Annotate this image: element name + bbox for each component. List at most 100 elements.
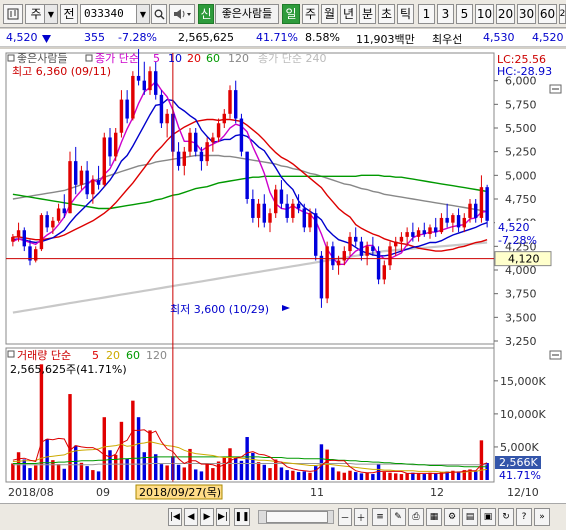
candle-body [239,118,244,152]
volume-bar [485,463,489,480]
new-badge[interactable]: 신 [198,4,214,24]
candle-body [314,213,318,256]
new-badge-label: 신 [200,7,212,21]
scroll-next-icon[interactable]: ▶ [200,508,214,526]
volume-bar [148,430,152,480]
candle-body [11,236,15,242]
candlestick-chart-icon[interactable] [3,4,23,24]
scope-button[interactable]: 전 [60,4,78,24]
ma60-line [12,174,488,210]
refresh-icon[interactable]: ↻ [498,508,514,526]
price-tick-label: 6,000 [505,75,537,88]
scroll-last-icon[interactable]: ▶| [216,508,230,526]
help-icon[interactable]: ? [516,508,532,526]
interval-30-button[interactable]: 30 [517,4,536,24]
x-label-dec: 12 [430,486,444,499]
scroll-thumb[interactable] [266,511,328,523]
period-second-button[interactable]: 초 [378,4,395,24]
candle-body [62,208,66,214]
legend-ma20: 20 [187,52,201,65]
interval-5-button[interactable]: 5 [456,4,473,24]
legend-label: 종가 단순 [95,52,139,65]
zoom-out-icon[interactable]: － [338,508,352,526]
period-tick-button[interactable]: 틱 [397,4,414,24]
price-panel-menu-icon[interactable] [7,54,15,62]
stock-name-display: 좋은사람들 [215,4,279,24]
speaker-icon[interactable] [169,4,195,24]
price-tick-label: 4,250 [505,240,537,253]
candle-body [411,232,415,237]
stock-code-input[interactable]: 033340 [80,4,138,24]
price-tick-label: 4,000 [505,264,537,277]
candle-body [376,251,381,280]
search-icon[interactable] [151,4,167,24]
period-minute-button[interactable]: 분 [359,4,376,24]
volume-bar [462,470,466,480]
draw-tool-icon[interactable]: ✎ [390,508,406,526]
trade-volume: 2,565,625 [178,31,234,44]
settings-icon[interactable]: ⚙ [444,508,460,526]
price-tick-label: 3,750 [505,288,537,301]
interval-20-button[interactable]: 20 [496,4,515,24]
pause-icon[interactable]: ❚❚ [234,508,250,526]
period-second-label: 초 [380,7,393,21]
volume-bar [45,439,49,480]
volume-bar [416,473,421,480]
period-tick-label: 틱 [399,7,412,21]
volume-bar [205,464,209,480]
volume-bar [291,470,295,480]
interval-20-label: 20 [497,7,514,21]
candle-body [348,236,352,252]
stock-chart[interactable]: 6,0005,7505,5005,2505,0004,7504,5004,250… [0,46,566,504]
more-icon[interactable]: » [534,508,550,526]
period-year-label: 년 [342,7,355,21]
volume-bar [445,471,449,480]
volume-bar [62,468,66,480]
low-arrow-icon [282,305,290,311]
volume-bar [22,459,26,480]
period-week-button[interactable]: 주 [302,4,319,24]
interval-10-button[interactable]: 10 [475,4,494,24]
period-year-button[interactable]: 년 [340,4,357,24]
volume-bar [256,462,261,480]
zoom-in-icon[interactable]: ＋ [354,508,368,526]
candle-body [188,132,192,152]
save-icon[interactable]: ▣ [480,508,496,526]
interval-3-button[interactable]: 3 [437,4,454,24]
volume-bar [451,470,455,480]
current-pct-tag-value: -7.28% [498,234,537,247]
ma20-line [12,118,488,252]
indicator-icon[interactable]: ≡ [372,508,388,526]
volume-bar [371,474,375,480]
candle-body [336,260,341,266]
volume-panel-header: 거래량 단순 5 20 60 120 2,565,625주(41.71%) [7,349,562,376]
chart-type-icon[interactable]: ▤ [462,508,478,526]
market-dropdown-arrow-icon[interactable]: ▼ [44,4,58,24]
print-icon[interactable]: ⎙ [408,508,424,526]
stock-code-value: 033340 [84,7,124,20]
interval-60-button[interactable]: 60 [538,4,557,24]
scroll-prev-icon[interactable]: ◀ [184,508,198,526]
candle-body [308,213,312,228]
stock-code-dropdown-arrow-icon[interactable]: ▼ [136,4,150,24]
volume-bar [79,462,84,480]
grid-icon[interactable]: ▦ [426,508,442,526]
volume-tick-label: 5,000K [500,441,539,454]
volume-ma5-line [12,429,488,474]
current-price: 4,520 [6,31,38,44]
candle-body [182,151,186,166]
period-day-button[interactable]: 일 [282,4,300,24]
interval-120-button[interactable]: 120 [559,4,566,24]
volume-legend-toggle-icon[interactable] [7,350,15,358]
chart-area[interactable]: 6,0005,7505,5005,2505,0004,7504,5004,250… [0,46,566,504]
scroll-first-icon[interactable]: |◀ [168,508,182,526]
legend-toggle-icon[interactable] [85,54,93,62]
x-axis: 2018/08 09 11 12 12/10 2018/09/27(목) [6,481,539,500]
interval-1-button[interactable]: 1 [418,4,435,24]
candle-body [102,137,106,185]
volume-bar [376,464,381,480]
volume-bar [216,461,221,480]
period-month-button[interactable]: 월 [321,4,338,24]
volume-bar [85,466,89,480]
current-price-tag-value: 4,520 [498,221,530,234]
